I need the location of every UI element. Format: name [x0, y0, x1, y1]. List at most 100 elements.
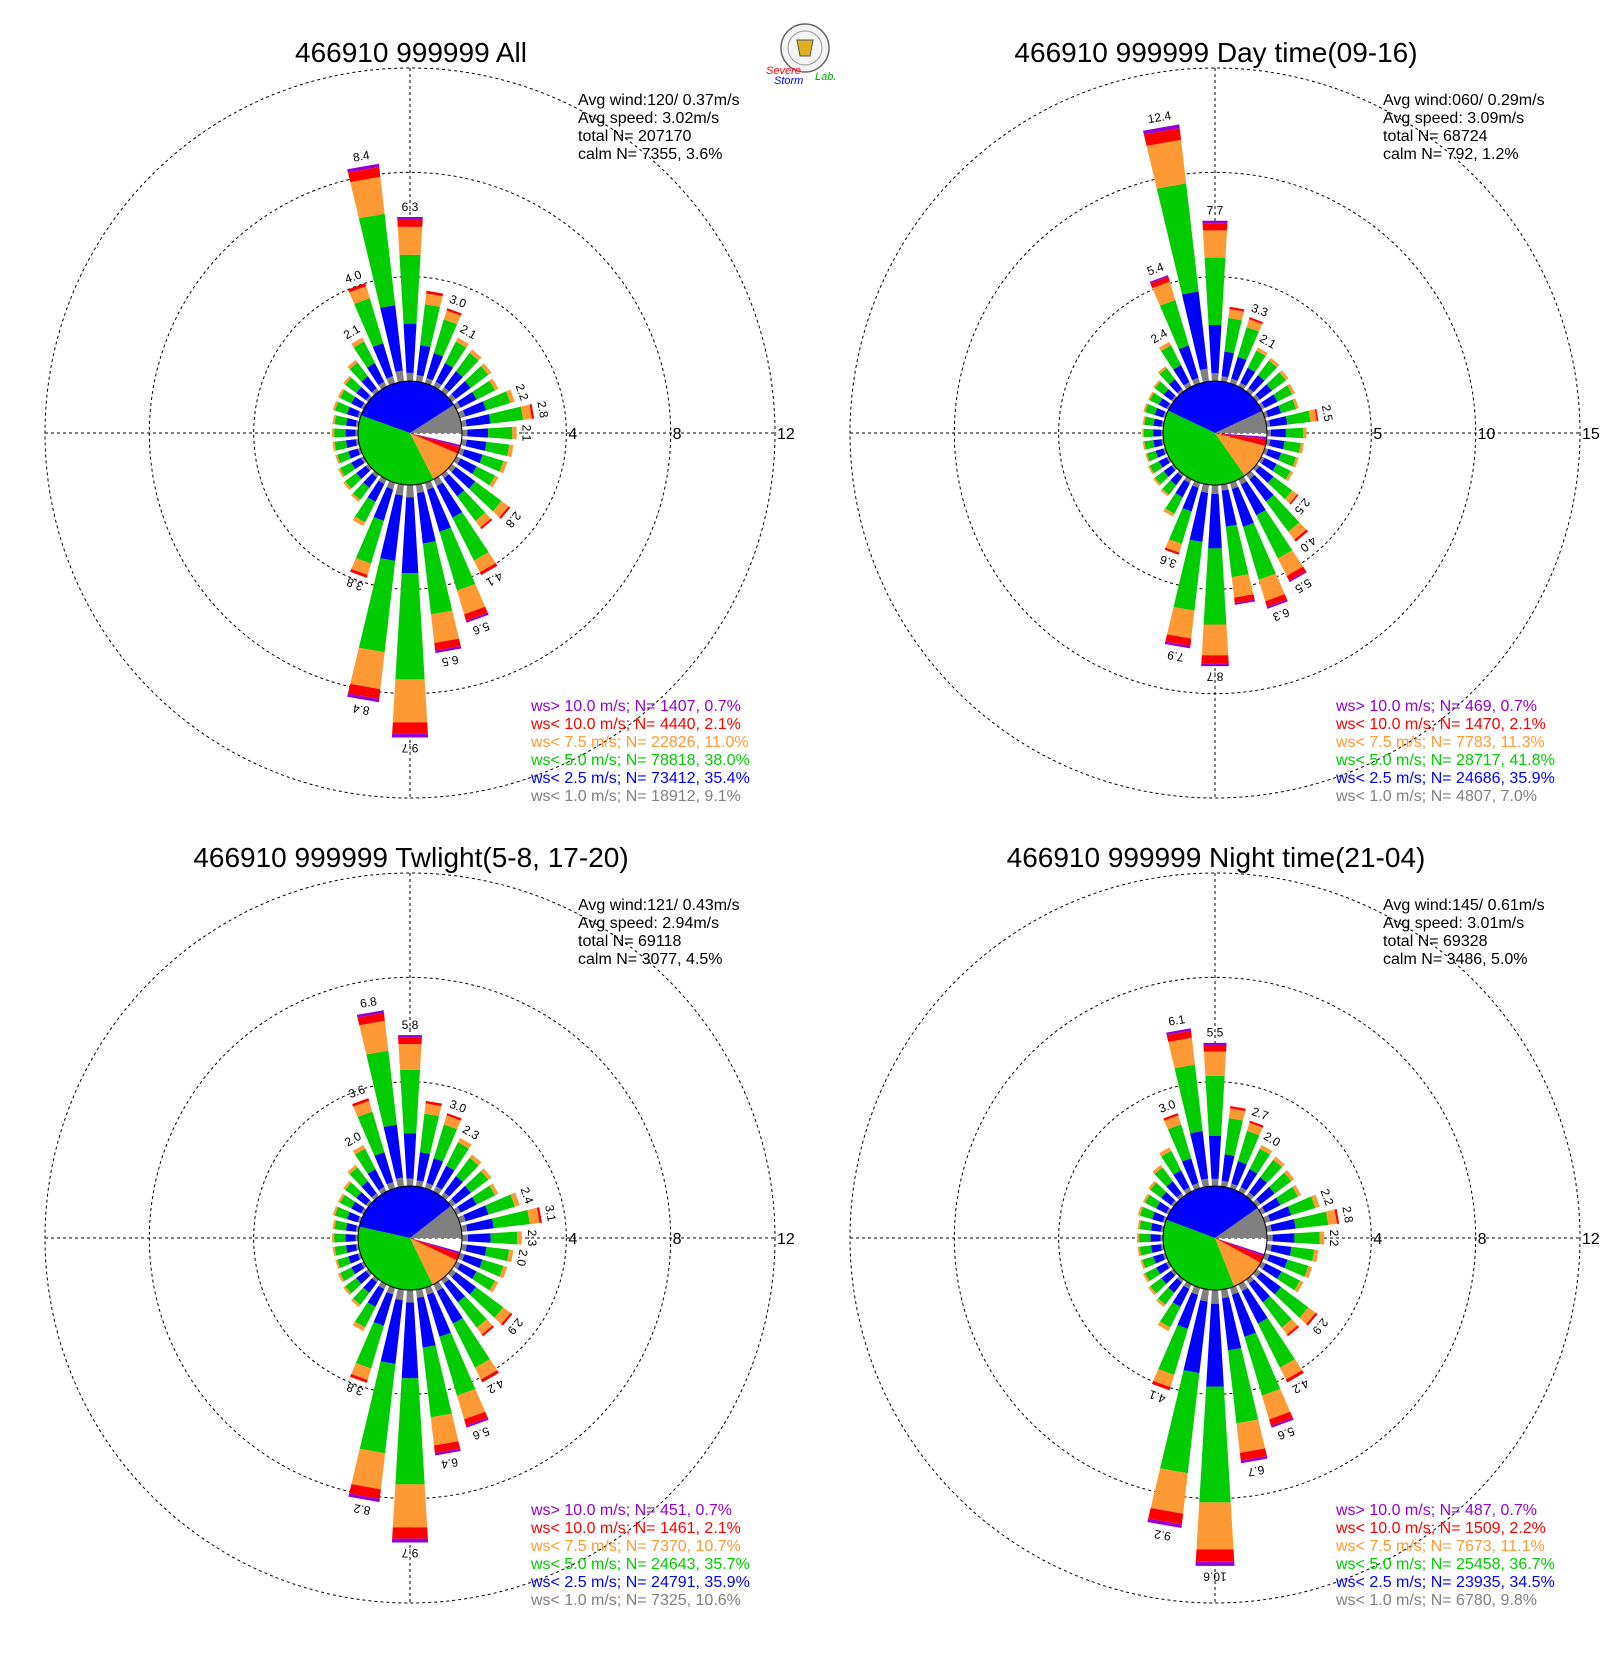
bar-segment-lt50 [422, 541, 453, 615]
bar-segment-lt75 [1299, 1307, 1316, 1325]
bar-segment-lt75 [517, 1231, 522, 1245]
bar-segment-lt50 [358, 213, 396, 308]
stat-avg-wind: Avg wind:145/ 0.61m/s [1383, 897, 1545, 914]
bar-segment-lt75 [1152, 1164, 1163, 1175]
bar-segment-gt10 [1203, 1042, 1227, 1046]
bar-segment-lt75 [1292, 457, 1299, 468]
bar-value-label: 2.2 [1318, 1187, 1337, 1208]
bar-segment-lt25 [436, 482, 463, 518]
bar-segment-lt75 [1148, 1286, 1157, 1296]
legend-entry-gt10: ws> 10.0 m/s; N= 469, 0.7% [1335, 698, 1537, 715]
wind-bar-140 [441, 470, 493, 530]
bar-segment-lt10ms [1171, 464, 1178, 471]
wind-bar-20 [1229, 317, 1263, 386]
bar-value-label: 6.5 [440, 653, 459, 670]
bar-segment-lt50 [354, 1302, 376, 1328]
wind-bar-120 [1258, 1261, 1304, 1293]
bar-segment-lt25 [346, 1211, 360, 1223]
bar-segment-lt10ms [1176, 1275, 1184, 1283]
wind-bar-310 [343, 1180, 373, 1207]
bar-segment-lt10ms [395, 1177, 405, 1188]
bar-segment-lt25 [1166, 1181, 1182, 1198]
bar-segment-lt75 [350, 176, 385, 219]
bar-segment-lt10ms [424, 480, 434, 490]
wind-bar-40 [441, 349, 482, 396]
wind-bar-240 [337, 1261, 367, 1283]
bar-segment-lt25 [1272, 1233, 1295, 1243]
bar-segment-lt50 [1225, 524, 1249, 578]
stat-avg-speed: Avg speed: 3.01m/s [1383, 915, 1524, 932]
wind-rose-panel-2: 5 10 157.73.32.12.52.54.05.56.38.77.93.62.… [849, 37, 1600, 805]
bar-segment-lt50 [1154, 381, 1169, 395]
wind-bar-50 [447, 363, 492, 402]
bar-segment-lt10 [1265, 594, 1288, 607]
wind-bar-10 [1220, 306, 1245, 383]
bar-segment-lt75 [1304, 1265, 1313, 1279]
wind-bar-70 [1262, 398, 1299, 419]
bar-segment-lt10ms [1258, 1261, 1266, 1270]
stat-total-n: total N= 68724 [1383, 128, 1488, 145]
bar-segment-lt50 [1257, 1317, 1295, 1368]
bar-segment-gt10 [397, 217, 423, 220]
wind-bar-190 [348, 1288, 405, 1503]
calm-pie-slice-lt50 [1163, 1219, 1235, 1290]
wind-bar-270 [332, 428, 359, 438]
bar-segment-lt75 [1308, 409, 1317, 422]
bar-segment-lt10 [434, 638, 461, 651]
wind-bar-210 [1163, 476, 1192, 517]
bar-segment-lt50 [1162, 480, 1177, 495]
bar-segment-lt10ms [1184, 476, 1192, 484]
wind-bar-0 [397, 217, 423, 382]
bar-segment-lt10ms [1170, 1200, 1178, 1207]
bar-segment-lt75 [1246, 319, 1263, 332]
bar-value-label: 3.0 [448, 1097, 469, 1116]
wind-bar-250 [1145, 447, 1168, 462]
calm-pie-slice-lt10ms [410, 1205, 462, 1238]
bar-segment-lt50 [337, 451, 351, 464]
bar-segment-lt10ms [1258, 402, 1265, 410]
bar-segment-lt50 [452, 512, 489, 561]
bar-value-label: 2.2 [513, 382, 532, 403]
bar-segment-lt50 [352, 1287, 370, 1305]
bar-segment-lt25 [345, 418, 357, 427]
bar-segment-lt10ms [441, 470, 449, 479]
bar-segment-lt25 [372, 343, 394, 379]
bar-segment-lt25 [465, 1244, 487, 1256]
bar-segment-lt25 [1255, 466, 1274, 484]
bar-segment-lt10 [349, 1373, 368, 1383]
bar-segment-lt75 [489, 1183, 499, 1196]
bar-segment-lt25 [457, 1263, 477, 1280]
wind-rose-panel-3: 4 8 125.83.02.32.43.12.32.02.94.25.66.49.7… [44, 842, 795, 1609]
bar-value-label: 9.7 [401, 741, 418, 755]
calm-pie-outline [357, 1185, 463, 1291]
bar-segment-lt75 [1168, 1037, 1195, 1069]
bar-value-label: 8.7 [1206, 669, 1223, 683]
bar-segment-lt25 [356, 386, 370, 401]
bar-segment-lt75 [443, 310, 461, 325]
wind-bar-0 [1203, 1042, 1227, 1187]
bar-segment-lt75 [475, 512, 491, 528]
bar-segment-lt75 [1292, 1184, 1302, 1197]
bar-segment-lt10ms [395, 1288, 405, 1301]
bar-segment-lt10ms [415, 374, 424, 383]
bar-value-label: 7.9 [1166, 648, 1185, 665]
bar-segment-lt75 [343, 375, 352, 385]
bar-segment-lt25 [1221, 1297, 1242, 1351]
bar-segment-lt25 [1221, 489, 1237, 527]
bar-value-label: 3.6 [1158, 552, 1179, 571]
wind-bar-220 [1160, 470, 1184, 497]
bar-segment-lt25 [1262, 1197, 1281, 1213]
bar-segment-lt25 [1240, 367, 1256, 386]
bar-value-label: 2.8 [534, 400, 551, 419]
bar-segment-lt50 [1158, 1324, 1188, 1375]
bar-segment-lt25 [345, 429, 356, 437]
wind-bar-260 [1142, 438, 1165, 450]
bar-segment-lt50 [1144, 1194, 1161, 1209]
bar-segment-lt10ms [1266, 1234, 1273, 1242]
bar-segment-gt10 [435, 646, 462, 654]
bar-segment-lt50 [490, 1231, 518, 1245]
bar-segment-lt50 [1161, 1150, 1182, 1175]
bar-segment-lt10ms [1258, 456, 1265, 464]
bar-segment-lt10ms [1258, 1206, 1266, 1215]
